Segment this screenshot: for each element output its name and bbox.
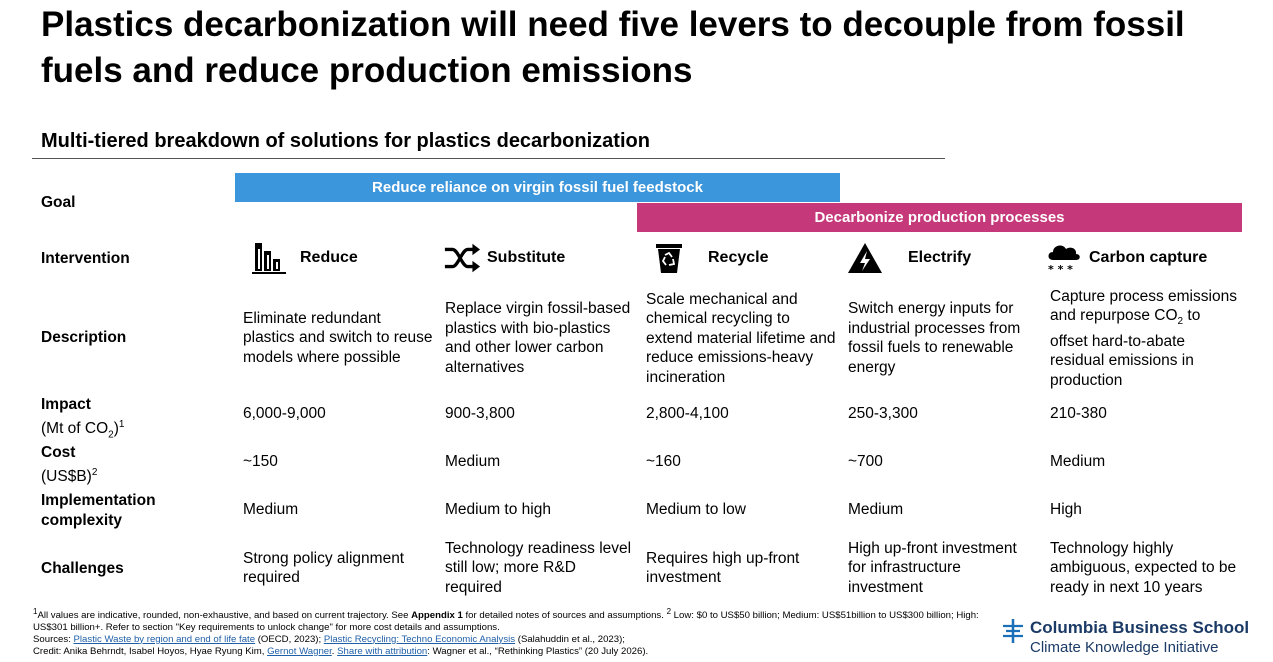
goal-banner-decarbonize: Decarbonize production processes [637, 203, 1242, 232]
logo-initiative-name: Climate Knowledge Initiative [1030, 639, 1219, 656]
row-label-cost: Cost (US$B)2 [41, 443, 97, 487]
row-label-implementation: Implementation complexity [41, 492, 156, 529]
goal-banner-reduce-reliance: Reduce reliance on virgin fossil fuel fe… [235, 173, 840, 202]
chart-subtitle: Multi-tiered breakdown of solutions for … [41, 130, 650, 152]
cost-unit: (US$B)2 [41, 467, 98, 486]
share-with-attribution-link[interactable]: Share with attribution [337, 645, 428, 657]
cost-cell: ~160 [646, 453, 681, 471]
impact-cell: 210-380 [1050, 405, 1107, 423]
impact-cell: 6,000-9,000 [243, 405, 326, 423]
lever-header-recycle: Recycle [650, 240, 769, 276]
description-cell: Replace virgin fossil-based plastics wit… [445, 300, 631, 376]
complexity-cell: Medium [848, 501, 904, 519]
source-link-oecd[interactable]: Plastic Waste by region and end of life … [73, 633, 256, 645]
lever-header-electrify: Electrify [846, 240, 971, 276]
bar-chart-down-icon [250, 240, 288, 276]
cost-cell: ~150 [243, 453, 278, 471]
cost-cell: Medium [445, 453, 501, 471]
description-cell: Scale mechanical and chemical recycling … [646, 290, 836, 386]
row-label-description: Description [41, 329, 127, 346]
columbia-crown-icon [1000, 618, 1026, 649]
challenges-cell: Technology readiness level still low; mo… [445, 539, 632, 596]
shuffle-icon [443, 240, 481, 276]
lever-name: Recycle [708, 249, 769, 266]
subtitle-divider [32, 158, 945, 159]
challenges-cell: Requires high up-front investment [646, 549, 800, 587]
credit-link-gernot-wagner[interactable]: Gernot Wagner [267, 645, 332, 657]
footnotes: 1All values are indicative, rounded, non… [33, 606, 993, 657]
cost-cell: ~700 [848, 453, 883, 471]
row-label-impact: Impact (Mt of CO2)1 [41, 395, 124, 445]
lever-header-carbon-capture: * * * Carbon capture [1045, 240, 1207, 276]
lever-name: Electrify [908, 249, 972, 266]
lever-header-reduce: Reduce [250, 240, 358, 276]
impact-cell: 250-3,300 [848, 405, 918, 423]
lever-header-substitute: Substitute [443, 240, 565, 276]
lever-name: Carbon capture [1089, 249, 1208, 266]
footnote-sources: Sources: Plastic Waste by region and end… [33, 633, 625, 645]
row-label-challenges: Challenges [41, 560, 124, 577]
challenges-cell: Strong policy alignment required [243, 549, 405, 587]
cost-cell: Medium [1050, 453, 1106, 471]
logo-school-name: Columbia Business School [1030, 618, 1250, 637]
description-cell: Capture process emissions and repurpose … [1050, 287, 1237, 389]
lever-name: Reduce [300, 249, 358, 266]
cost-label: Cost [41, 444, 76, 461]
svg-text:* * *: * * * [1048, 263, 1073, 276]
complexity-cell: High [1050, 501, 1082, 519]
row-label-intervention: Intervention [41, 250, 130, 267]
complexity-cell: Medium [243, 501, 299, 519]
description-cell: Eliminate redundant plastics and switch … [243, 309, 433, 366]
complexity-cell: Medium to low [646, 501, 746, 519]
cloud-co2-icon: * * * [1045, 240, 1083, 276]
impact-cell: 2,800-4,100 [646, 405, 729, 423]
description-cell: Switch energy inputs for industrial proc… [848, 300, 1021, 376]
challenges-cell: High up-front investment for infrastruct… [848, 539, 1017, 596]
impact-cell: 900-3,800 [445, 405, 515, 423]
recycle-bin-icon [650, 240, 688, 276]
impact-unit: (Mt of CO2)1 [41, 419, 125, 441]
columbia-logo: Columbia Business School Climate Knowled… [1000, 615, 1260, 659]
lever-name: Substitute [487, 249, 566, 266]
footnote-credit: Credit: Anika Behrndt, Isabel Hoyos, Hya… [33, 645, 649, 657]
row-label-goal: Goal [41, 194, 76, 211]
footnote-values: 1All values are indicative, rounded, non… [33, 607, 979, 633]
challenges-cell: Technology highly ambiguous, expected to… [1050, 539, 1237, 596]
source-link-salahuddin[interactable]: Plastic Recycling: Techno Economic Analy… [323, 633, 516, 645]
page-title: Plastics decarbonization will need five … [41, 5, 1185, 90]
complexity-cell: Medium to high [445, 501, 551, 519]
high-voltage-icon [846, 240, 884, 276]
impact-label: Impact [41, 396, 91, 413]
